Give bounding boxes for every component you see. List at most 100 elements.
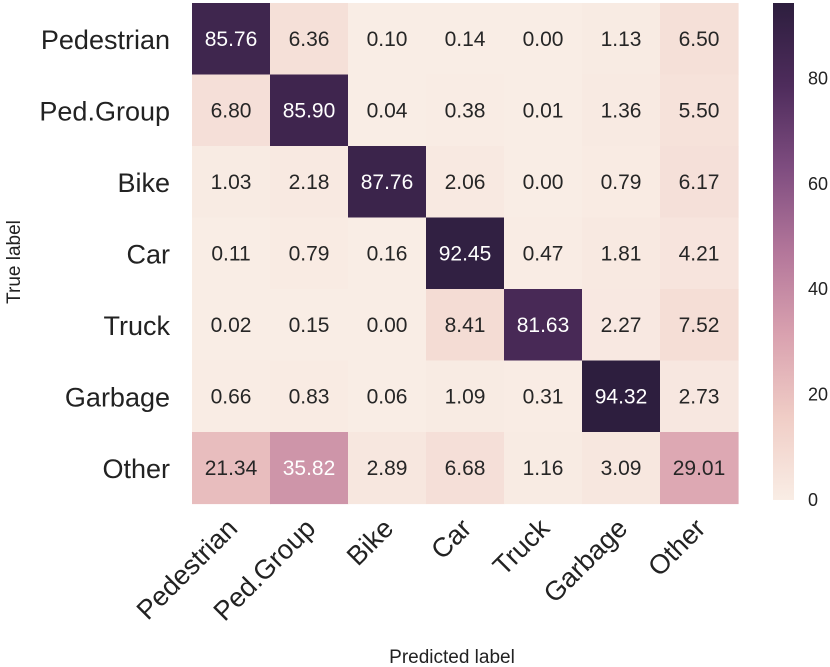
heatmap-cell	[660, 289, 739, 362]
colorbar-tick-label: 80	[808, 68, 828, 88]
cell-value-label: 0.04	[367, 99, 408, 122]
cell-value-label: 0.31	[523, 385, 564, 408]
cell-value-label: 1.36	[601, 99, 642, 122]
heatmap-cell	[426, 146, 505, 219]
row-label: Ped.Group	[39, 96, 170, 126]
cell-value-label: 92.45	[439, 242, 492, 265]
colorbar-tick-label: 0	[808, 490, 818, 510]
cell-value-label: 0.00	[367, 314, 408, 337]
row-label: Other	[102, 454, 170, 484]
cell-value-label: 0.10	[367, 28, 408, 51]
heatmap-cell	[426, 360, 505, 433]
cell-value-label: 0.00	[523, 28, 564, 51]
cell-value-label: 0.15	[289, 314, 330, 337]
heatmap-cell	[582, 217, 661, 290]
heatmap-cell	[426, 3, 505, 76]
cell-value-label: 0.66	[211, 385, 252, 408]
cell-value-label: 35.82	[283, 457, 336, 480]
heatmap-cell	[660, 217, 739, 290]
row-label: Bike	[117, 168, 170, 198]
column-label: Other	[642, 513, 711, 582]
colorbar: 0 20 40 60 80	[773, 3, 828, 510]
cell-value-label: 0.38	[445, 99, 486, 122]
heatmap-cell	[582, 432, 661, 505]
cell-value-label: 1.03	[211, 171, 252, 194]
heatmap-cell	[192, 360, 271, 433]
heatmap-cell	[426, 289, 505, 362]
heatmap-cell	[660, 74, 739, 147]
heatmap-cell	[426, 217, 505, 290]
cell-value-label: 0.11	[211, 242, 250, 265]
heatmap-cells: 85.76 6.36 0.10 0.14 0.00 1.13 6.50 6.80 85.90 0.…	[192, 3, 739, 505]
x-axis-title: Predicted label	[389, 647, 515, 667]
heatmap-cell	[504, 3, 583, 76]
cell-value-label: 0.83	[289, 385, 330, 408]
cell-value-label: 6.68	[445, 457, 486, 480]
heatmap-cell	[582, 74, 661, 147]
row-label: Garbage	[65, 382, 170, 412]
colorbar-ticks: 0 20 40 60 80	[808, 68, 828, 510]
heatmap-cell	[192, 217, 271, 290]
heatmap-cell	[192, 432, 271, 505]
heatmap-cell	[660, 360, 739, 433]
heatmap-cell	[660, 432, 739, 505]
heatmap-cell	[270, 146, 349, 219]
cell-value-label: 2.18	[289, 171, 330, 194]
heatmap-cell	[504, 360, 583, 433]
heatmap-cell	[348, 432, 427, 505]
heatmap-cell	[270, 432, 349, 505]
cell-value-label: 0.14	[445, 28, 486, 51]
cell-value-label: 85.90	[283, 99, 336, 122]
cell-value-label: 2.89	[367, 457, 408, 480]
cell-value-label: 0.79	[601, 171, 642, 194]
heatmap-cell	[270, 217, 349, 290]
cell-value-label: 0.02	[211, 314, 252, 337]
heatmap-cell	[348, 217, 427, 290]
colorbar-gradient	[773, 3, 794, 500]
cell-value-label: 3.09	[601, 457, 642, 480]
column-label: Car	[425, 513, 477, 565]
cell-value-label: 8.41	[445, 314, 486, 337]
cell-value-label: 21.34	[205, 457, 258, 480]
heatmap-cell	[348, 74, 427, 147]
cell-value-label: 6.80	[211, 99, 252, 122]
heatmap-cell	[582, 360, 661, 433]
heatmap-cell	[270, 360, 349, 433]
heatmap-cell	[192, 289, 271, 362]
column-label: Truck	[487, 513, 556, 582]
heatmap-cell	[270, 289, 349, 362]
column-label: Garbage	[538, 513, 634, 609]
cell-value-label: 2.73	[679, 385, 720, 408]
heatmap-cell	[660, 3, 739, 76]
heatmap-cell	[660, 146, 739, 219]
heatmap-cell	[348, 146, 427, 219]
cell-value-label: 2.06	[445, 171, 486, 194]
row-label: Pedestrian	[41, 25, 170, 55]
cell-value-label: 1.13	[601, 28, 642, 51]
cell-value-label: 1.16	[523, 457, 564, 480]
heatmap-cell	[348, 289, 427, 362]
heatmap-cell	[426, 74, 505, 147]
heatmap-cell	[192, 146, 271, 219]
heatmap-cell	[504, 217, 583, 290]
row-label: Car	[126, 239, 170, 269]
heatmap-cell	[426, 432, 505, 505]
column-label: Bike	[341, 513, 399, 571]
colorbar-tick-label: 20	[808, 385, 828, 405]
cell-value-label: 6.36	[289, 28, 330, 51]
cell-value-label: 0.01	[523, 99, 564, 122]
cell-value-label: 7.52	[679, 314, 720, 337]
colorbar-tick-label: 40	[808, 279, 828, 299]
y-axis-title: True label	[4, 220, 25, 304]
row-label: Truck	[104, 311, 171, 341]
cell-value-label: 5.50	[679, 99, 720, 122]
heatmap-cell	[348, 360, 427, 433]
heatmap-cell	[582, 289, 661, 362]
cell-value-label: 0.00	[523, 171, 564, 194]
cell-value-label: 85.76	[205, 28, 258, 51]
heatmap-cell	[504, 74, 583, 147]
cell-value-label: 0.79	[289, 242, 330, 265]
heatmap-cell	[192, 74, 271, 147]
